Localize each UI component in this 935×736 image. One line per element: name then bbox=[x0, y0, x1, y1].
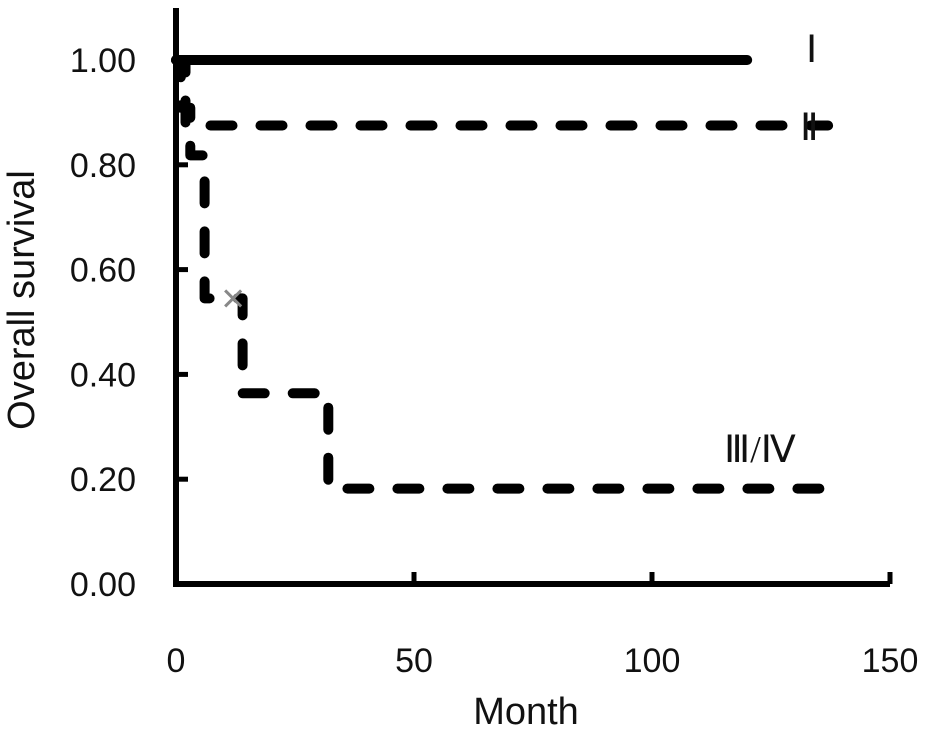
marks-layer bbox=[224, 289, 243, 308]
labels-layer: Month Overall survival Ⅰ Ⅱ Ⅲ/Ⅳ bbox=[1, 29, 819, 733]
x-tick-label: 100 bbox=[624, 642, 681, 680]
axes: 0.00 0.20 0.40 0.60 0.80 1.00 0 50 100 150 bbox=[70, 8, 919, 680]
series-label-iii-iv: Ⅲ/Ⅳ bbox=[724, 429, 796, 471]
y-tick-label: 0.00 bbox=[70, 566, 136, 604]
x-axis-title: Month bbox=[473, 691, 579, 733]
y-tick-label: 0.40 bbox=[70, 356, 136, 394]
series-line-3 bbox=[171, 55, 829, 494]
y-tick-label: 0.80 bbox=[70, 147, 136, 185]
series-label-i: Ⅰ bbox=[806, 29, 817, 71]
x-tick-label: 0 bbox=[167, 642, 186, 680]
y-tick-label: 0.20 bbox=[70, 461, 136, 499]
x-tick-label: 50 bbox=[395, 642, 433, 680]
series-line-2 bbox=[171, 55, 834, 131]
censor-mark bbox=[224, 289, 243, 308]
y-tick-label: 0.60 bbox=[70, 252, 136, 290]
x-tick-label: 150 bbox=[862, 642, 919, 680]
y-tick-label: 1.00 bbox=[70, 42, 136, 80]
y-axis-title: Overall survival bbox=[1, 170, 43, 430]
censor-mark-stroke bbox=[224, 289, 243, 308]
series-layer bbox=[171, 55, 834, 494]
series-label-ii: Ⅱ bbox=[800, 107, 819, 149]
